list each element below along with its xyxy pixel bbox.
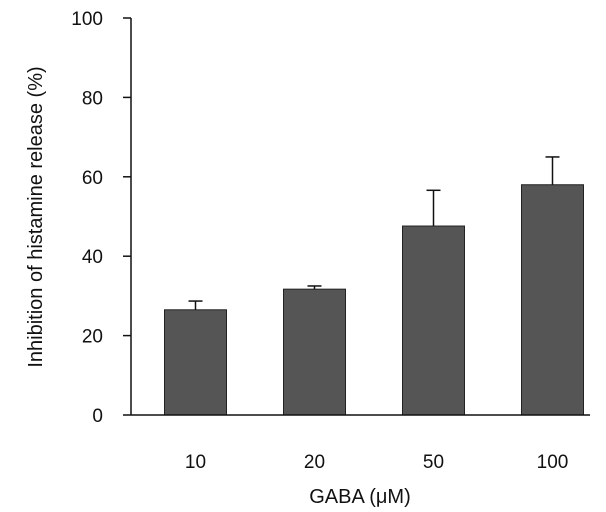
error-bars (188, 156, 560, 310)
bars (164, 184, 584, 416)
y-tick-label: 100 (71, 9, 103, 30)
x-tick-label: 20 (304, 452, 325, 473)
bar (521, 184, 584, 416)
x-tick-label: 10 (185, 452, 206, 473)
bar (283, 288, 346, 416)
y-tick-label: 0 (92, 406, 103, 427)
y-tick-label: 40 (82, 247, 103, 268)
x-axis-title: GABA (μM) (309, 486, 411, 508)
x-axis: 10 20 50 100 (131, 414, 590, 473)
y-tick-label: 80 (82, 88, 103, 109)
bar (402, 225, 465, 416)
y-tick-label: 60 (82, 168, 103, 189)
y-axis-title: Inhibition of histamine release (%) (25, 66, 47, 367)
y-axis: 0 20 40 60 80 100 (71, 9, 132, 427)
x-tick-label: 100 (537, 452, 569, 473)
bar (164, 309, 227, 416)
y-tick-label: 20 (82, 327, 103, 348)
x-tick-label: 50 (423, 452, 444, 473)
